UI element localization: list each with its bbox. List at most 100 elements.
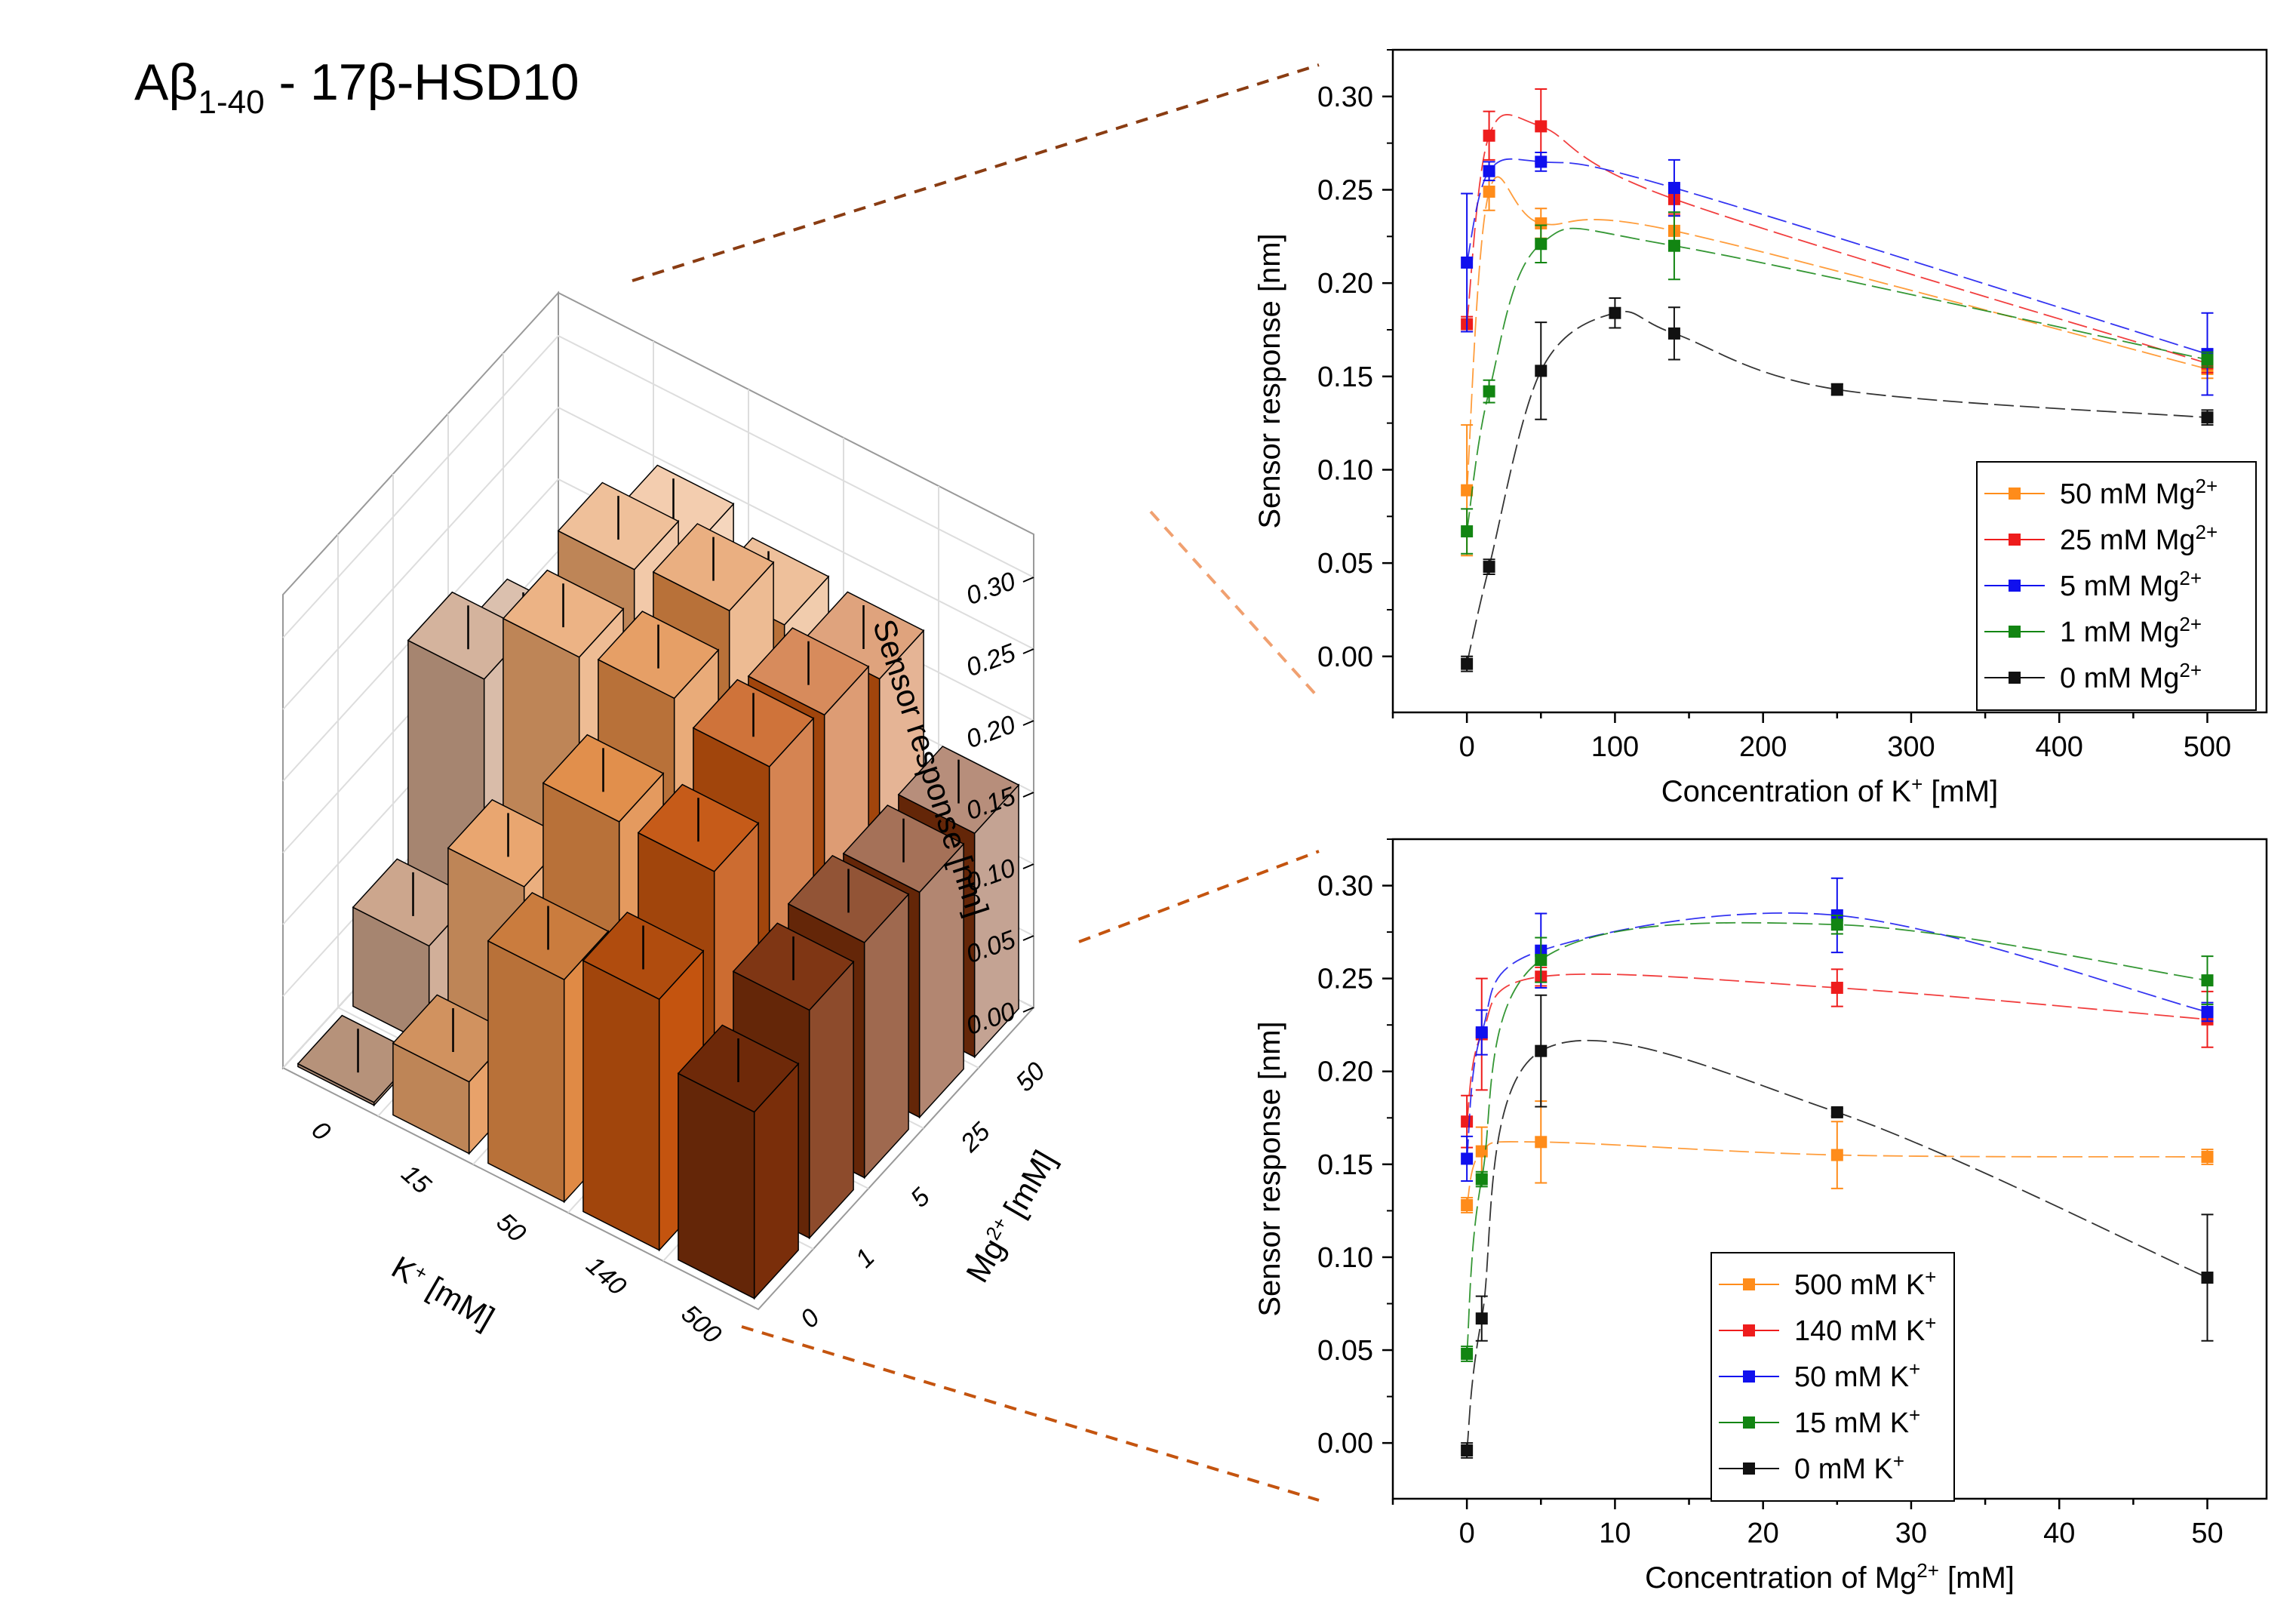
x-tick-label: 0 [1459, 1518, 1475, 1549]
legend-label: 25 mM Mg2+ [2060, 521, 2218, 556]
y-tick-label: 0.30 [1317, 871, 1373, 903]
data-point [1667, 239, 1680, 252]
y-tick-label: 0.10 [1317, 454, 1373, 486]
wall-gridline [282, 334, 1034, 638]
chart-vs-magnesium: 0 10 20 30 40 50 0.00 0.05 0.10 0.15 0.20 0.25 0.30 C… [1253, 838, 2268, 1595]
x-axis-title: Concentration of Mg2+ [mM] [1645, 1559, 2015, 1595]
data-point [1830, 918, 1843, 931]
legend-label: 15 mM K+ [1794, 1404, 1920, 1439]
y-tick-label: 0.25 [1317, 964, 1373, 995]
bar-k500-mg0 [677, 1024, 800, 1300]
data-point [1830, 1149, 1843, 1161]
k-axis-title: K+ [mM] [386, 1249, 500, 1336]
mg-axis-title: Mg2+ [mM] [959, 1144, 1062, 1288]
data-point [2201, 1005, 2214, 1018]
zoom-connectors [632, 63, 1320, 1502]
y-axis-title: Sensor response [nm] [1253, 1021, 1286, 1316]
data-point [2201, 1272, 2214, 1284]
legend-swatch-marker [1743, 1278, 1755, 1290]
data-point [1535, 155, 1548, 168]
series-0 [1461, 1100, 2214, 1213]
k-tick-label: 0 [306, 1115, 337, 1146]
data-point [1475, 1312, 1488, 1325]
data-point [1535, 364, 1548, 377]
z-tick [1022, 1007, 1034, 1013]
series-4 [1461, 994, 2214, 1459]
series-3 [1461, 211, 2214, 555]
data-point [2201, 974, 2214, 987]
data-point [1535, 1044, 1548, 1057]
x-tick-label: 500 [2184, 731, 2231, 763]
y-tick-label: 0.20 [1317, 268, 1373, 300]
x-tick-label: 0 [1459, 731, 1475, 763]
x-tick-label: 300 [1887, 731, 1935, 763]
k-tick-label: 50 [491, 1207, 532, 1248]
data-point [1483, 129, 1495, 142]
data-point [1535, 954, 1548, 967]
legend-label: 0 mM Mg2+ [2060, 659, 2202, 694]
data-point [1609, 306, 1621, 319]
series-line [1466, 310, 2208, 664]
z-tick [1022, 648, 1034, 654]
series-line [1466, 158, 2208, 355]
connector-line [632, 63, 1320, 282]
y-tick-label: 0.25 [1317, 174, 1373, 206]
data-point [1535, 238, 1548, 251]
legend-label: 5 mM Mg2+ [2060, 567, 2202, 602]
data-point [1461, 484, 1474, 497]
y-axis-title: Sensor response [nm] [1253, 233, 1286, 528]
bar-face-left [678, 1072, 755, 1300]
data-point [1667, 182, 1680, 195]
z-tick [1022, 720, 1034, 726]
legend-label: 140 mM K+ [1794, 1312, 1936, 1347]
data-point [1475, 1026, 1488, 1039]
k-tick-label: 140 [581, 1251, 632, 1301]
z-tick [1022, 792, 1034, 798]
x-tick-label: 200 [1739, 731, 1787, 763]
series-line [1466, 227, 2208, 532]
x-tick-label: 20 [1747, 1518, 1779, 1549]
x-tick-label: 40 [2043, 1518, 2075, 1549]
mg-tick-label: 50 [1010, 1057, 1051, 1097]
data-point [1475, 1145, 1488, 1158]
x-tick-label: 30 [1895, 1518, 1927, 1549]
legend-label: 0 mM K+ [1794, 1450, 1904, 1485]
data-point [1461, 657, 1474, 670]
bar-face-left [487, 940, 565, 1203]
data-point [1535, 120, 1548, 133]
series-1 [1461, 966, 2214, 1149]
data-point [1667, 327, 1680, 340]
data-point [1830, 1106, 1843, 1118]
y-tick-label: 0.00 [1317, 641, 1373, 673]
y-tick-label: 0.10 [1317, 1242, 1373, 1274]
data-point [1461, 525, 1474, 538]
y-tick-label: 0.20 [1317, 1057, 1373, 1088]
data-point [1483, 385, 1495, 398]
connector-line [1078, 850, 1320, 943]
y-tick-label: 0.05 [1317, 548, 1373, 580]
legend-swatch-marker [2009, 488, 2021, 500]
data-point [1483, 165, 1495, 177]
mg-tick-label: 1 [850, 1243, 881, 1273]
series-line [1466, 1040, 2208, 1451]
bar-face-right [863, 893, 909, 1180]
y-tick-label: 0.30 [1317, 82, 1373, 113]
data-point [2201, 411, 2214, 424]
series-line [1466, 176, 2208, 491]
y-tick-label: 0.00 [1317, 1428, 1373, 1459]
mg-tick-label: 25 [954, 1117, 995, 1158]
data-point [1461, 256, 1474, 269]
series-1 [1461, 88, 2214, 374]
data-point [1830, 383, 1843, 396]
x-tick-label: 400 [2036, 731, 2083, 763]
k-tick-label: 500 [676, 1300, 727, 1349]
z-tick [1022, 935, 1034, 941]
legend-label: 50 mM K+ [1794, 1358, 1920, 1393]
data-point [2201, 353, 2214, 366]
data-point [1461, 1115, 1474, 1128]
z-tick [1022, 577, 1034, 583]
y-tick-label: 0.15 [1317, 361, 1373, 393]
legend-label: 50 mM Mg2+ [2060, 475, 2218, 510]
y-tick-label: 0.15 [1317, 1149, 1373, 1181]
